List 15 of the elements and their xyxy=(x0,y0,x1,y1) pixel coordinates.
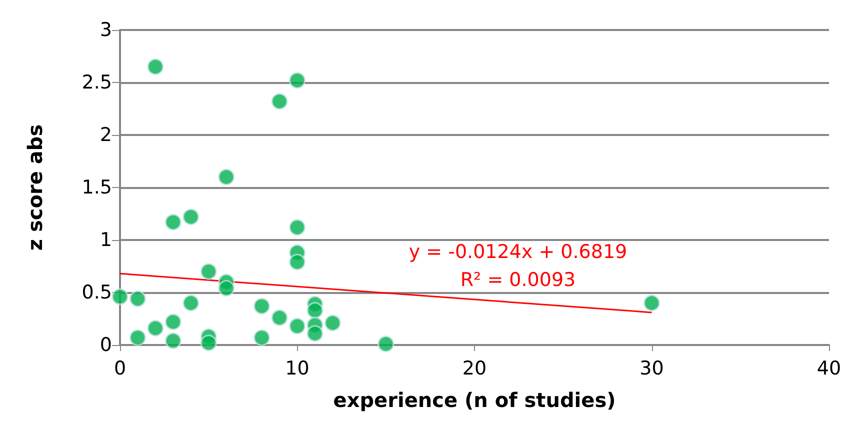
y-tick-label: 2.5 xyxy=(82,72,112,94)
y-tick-label: 0 xyxy=(100,334,112,356)
x-tick-label: 0 xyxy=(114,358,126,380)
y-tick-label: 2 xyxy=(100,124,112,146)
x-tick-label: 30 xyxy=(640,358,664,380)
y-tick-label: 1 xyxy=(100,229,112,251)
y-tick-label: 3 xyxy=(100,19,112,41)
annotation: y = -0.0124x + 0.6819 R² = 0.0093 xyxy=(408,241,628,291)
x-axis-title: experience (n of studies) xyxy=(333,388,616,412)
y-tick-label: 0.5 xyxy=(82,282,112,304)
x-tick-label: 20 xyxy=(462,358,487,380)
x-tick-label: 40 xyxy=(816,358,842,380)
y-tick-label: 1.5 xyxy=(82,176,112,198)
x-tick-label: 10 xyxy=(285,358,310,380)
y-axis-title: z score abs xyxy=(23,124,47,251)
